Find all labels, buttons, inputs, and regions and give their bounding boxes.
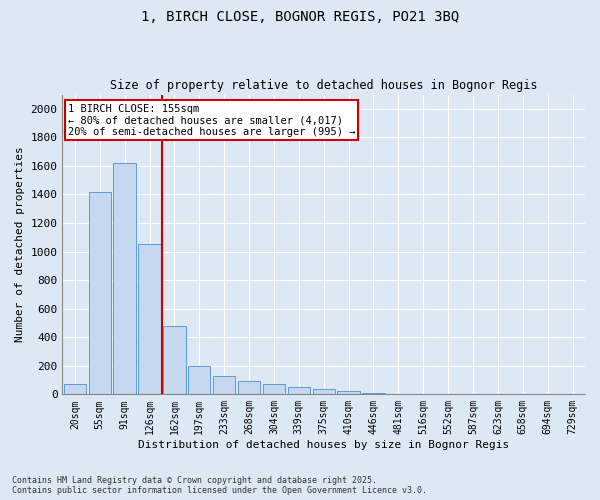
Bar	[313, 390, 335, 394]
Bar	[337, 391, 360, 394]
Bar	[263, 384, 285, 394]
Text: 1, BIRCH CLOSE, BOGNOR REGIS, PO21 3BQ: 1, BIRCH CLOSE, BOGNOR REGIS, PO21 3BQ	[141, 10, 459, 24]
Y-axis label: Number of detached properties: Number of detached properties	[15, 146, 25, 342]
Bar	[213, 376, 235, 394]
Bar	[287, 387, 310, 394]
Text: 1 BIRCH CLOSE: 155sqm
← 80% of detached houses are smaller (4,017)
20% of semi-d: 1 BIRCH CLOSE: 155sqm ← 80% of detached …	[68, 104, 355, 136]
Bar	[238, 381, 260, 394]
Bar	[64, 384, 86, 394]
Text: Contains HM Land Registry data © Crown copyright and database right 2025.
Contai: Contains HM Land Registry data © Crown c…	[12, 476, 427, 495]
Bar	[139, 244, 161, 394]
Bar	[362, 393, 385, 394]
Bar	[188, 366, 211, 394]
Bar	[113, 163, 136, 394]
Title: Size of property relative to detached houses in Bognor Regis: Size of property relative to detached ho…	[110, 79, 538, 92]
Bar	[89, 192, 111, 394]
Bar	[163, 326, 185, 394]
X-axis label: Distribution of detached houses by size in Bognor Regis: Distribution of detached houses by size …	[138, 440, 509, 450]
